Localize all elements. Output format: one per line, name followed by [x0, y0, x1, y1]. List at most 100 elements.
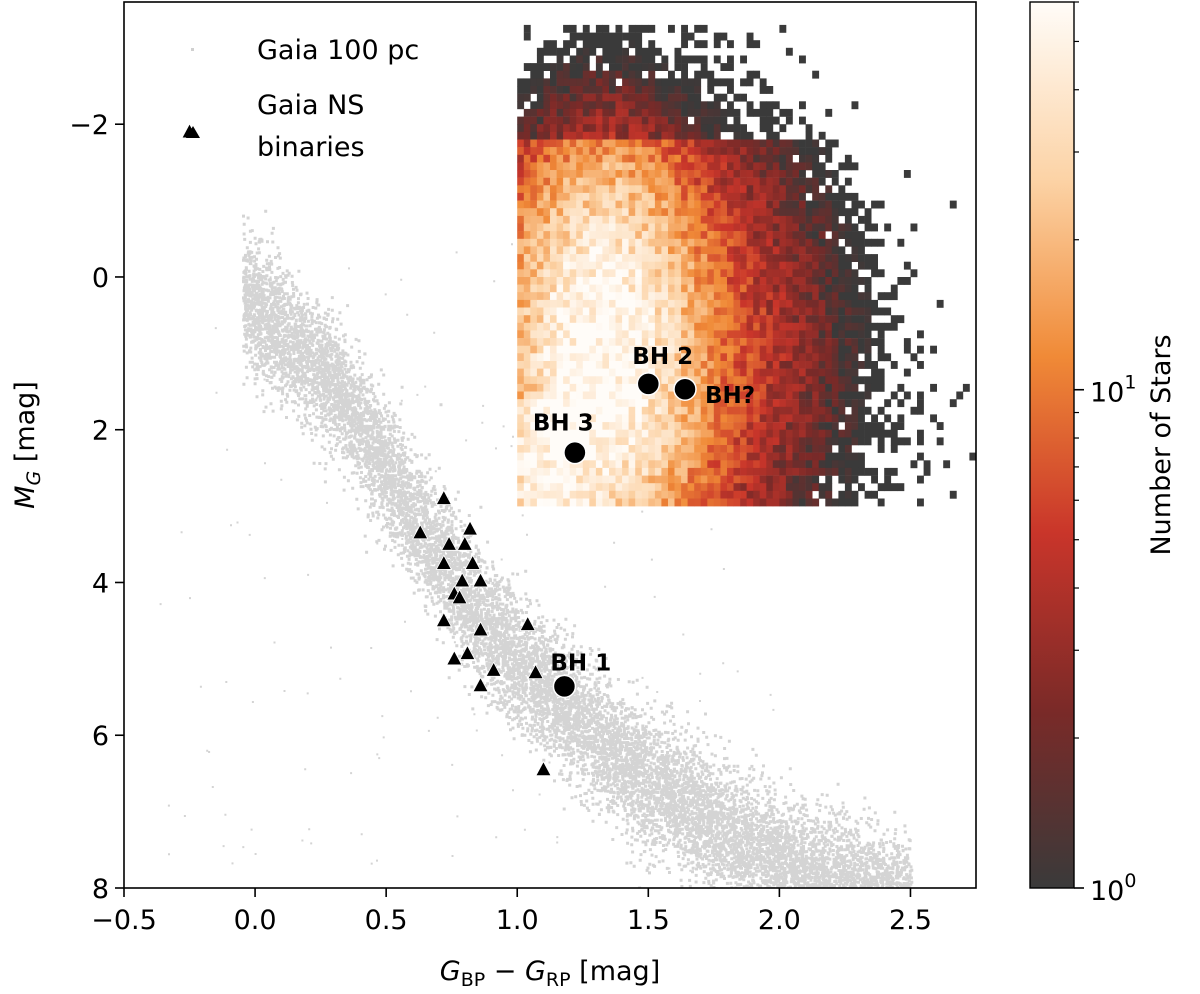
heatmap-cell [556, 101, 564, 110]
heatmap-cell [517, 177, 525, 186]
heatmap-cell [720, 223, 728, 232]
heatmap-cell [681, 399, 688, 408]
heatmap-cell [595, 292, 603, 301]
heatmap-cell [563, 376, 570, 385]
heatmap-cell [517, 223, 525, 232]
heatmap-cell [668, 254, 675, 262]
heatmap-cell [622, 475, 629, 484]
heatmap-cell [936, 299, 944, 308]
heatmap-cell [668, 353, 675, 362]
heatmap-cell [910, 223, 918, 232]
heatmap-cell [700, 215, 708, 224]
heatmap-cell [668, 361, 675, 369]
heatmap-cell [628, 116, 636, 125]
heatmap-cell [661, 483, 669, 492]
heatmap-cell [772, 498, 780, 507]
heatmap-cell [818, 399, 826, 408]
heatmap-cell [864, 429, 872, 438]
heatmap-cell [740, 261, 747, 270]
heatmap-cell [563, 322, 570, 331]
heatmap-cell [550, 124, 557, 133]
heatmap-cell [864, 292, 872, 301]
heatmap-cell [740, 55, 747, 64]
heatmap-cell [799, 55, 806, 64]
heatmap-cell [654, 131, 662, 140]
heatmap-cell [530, 269, 538, 278]
heatmap-cell [674, 467, 682, 476]
heatmap-cell [622, 452, 629, 461]
heatmap-cell [779, 299, 787, 308]
heatmap-cell [582, 368, 590, 377]
heatmap-cell [674, 498, 682, 507]
heatmap-cell [779, 460, 787, 469]
heatmap-cell [864, 345, 872, 354]
heatmap-cell [746, 254, 754, 262]
heatmap-cell [550, 208, 557, 217]
heatmap-cell [576, 55, 584, 64]
heatmap-cell [851, 162, 859, 171]
heatmap-cell [746, 452, 754, 461]
heatmap-cell [674, 108, 682, 117]
heatmap-cell [635, 254, 643, 262]
heatmap-cell [674, 215, 682, 224]
heatmap-cell [674, 93, 682, 102]
heatmap-cell [668, 368, 675, 377]
heatmap-cell [812, 452, 820, 461]
heatmap-cell [727, 422, 734, 430]
heatmap-cell [799, 391, 806, 400]
heatmap-cell [661, 338, 669, 346]
heatmap-cell [779, 261, 787, 270]
heatmap-cell [589, 475, 597, 484]
heatmap-cell [523, 231, 531, 239]
heatmap-cell [740, 131, 747, 140]
heatmap-cell [661, 368, 669, 377]
heatmap-cell [523, 223, 531, 232]
heatmap-cell [556, 361, 564, 369]
heatmap-cell [681, 131, 688, 140]
heatmap-cell [871, 223, 878, 232]
heatmap-cell [609, 254, 616, 262]
heatmap-cell [740, 475, 747, 484]
heatmap-cell [884, 429, 892, 438]
heatmap-cell [766, 192, 774, 201]
heatmap-cell [707, 322, 715, 331]
heatmap-cell [694, 24, 702, 33]
heatmap-cell [635, 246, 643, 255]
heatmap-cell [543, 124, 551, 133]
heatmap-cell [589, 246, 597, 255]
heatmap-cell [727, 108, 734, 117]
heatmap-cell [772, 231, 780, 239]
heatmap-cell [517, 490, 525, 499]
heatmap-cell [766, 147, 774, 155]
heatmap-cell [556, 86, 564, 94]
heatmap-cell [661, 261, 669, 270]
heatmap-cell [785, 215, 793, 224]
heatmap-cell [569, 177, 577, 186]
heatmap-cell [831, 422, 839, 430]
heatmap-cell [884, 399, 892, 408]
heatmap-cell [766, 208, 774, 217]
heatmap-cell [635, 452, 643, 461]
heatmap-cell [694, 345, 702, 354]
heatmap-cell [543, 376, 551, 385]
heatmap-cell [733, 368, 741, 377]
heatmap-cell [785, 192, 793, 201]
heatmap-cell [622, 391, 629, 400]
heatmap-cell [687, 192, 695, 201]
heatmap-cell [536, 338, 544, 346]
heatmap-cell [530, 63, 538, 71]
heatmap-cell [589, 269, 597, 278]
heatmap-cell [609, 47, 616, 56]
heatmap-cell [844, 215, 852, 224]
heatmap-cell [707, 223, 715, 232]
heatmap-cell [622, 406, 629, 415]
heatmap-cell [877, 330, 885, 339]
heatmap-cell [844, 429, 852, 438]
heatmap-cell [517, 238, 525, 247]
heatmap-cell [772, 277, 780, 285]
heatmap-cell [628, 40, 636, 49]
heatmap-cell [831, 498, 839, 507]
heatmap-cell [635, 322, 643, 331]
heatmap-cell [668, 345, 675, 354]
heatmap-cell [890, 315, 898, 324]
